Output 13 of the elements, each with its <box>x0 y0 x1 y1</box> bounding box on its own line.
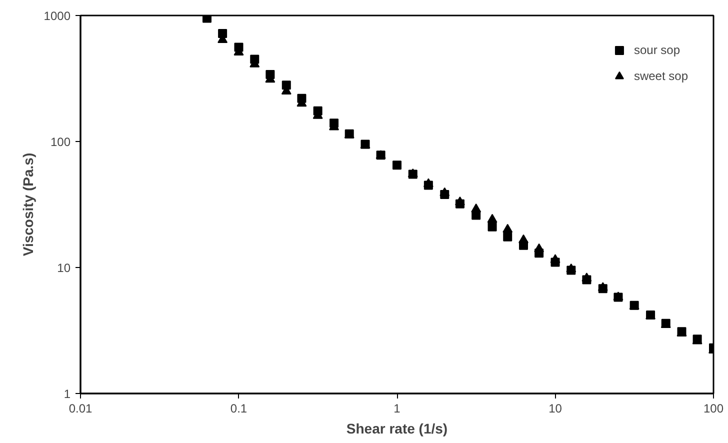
y-tick-label: 1 <box>64 387 71 401</box>
x-tick-label: 100 <box>703 402 724 416</box>
y-tick-label: 10 <box>57 261 71 275</box>
legend-label: sour sop <box>634 43 680 57</box>
x-axis-title: Shear rate (1/s) <box>346 420 448 436</box>
x-tick-label: 1 <box>394 402 401 416</box>
x-tick-label: 0.1 <box>230 402 248 416</box>
x-tick-label: 10 <box>548 402 562 416</box>
y-axis-title: Viscosity (Pa.s) <box>20 152 36 256</box>
y-tick-label: 100 <box>50 135 71 149</box>
x-tick-label: 0.01 <box>68 402 93 416</box>
y-tick-label: 1000 <box>44 9 71 23</box>
legend-label: sweet sop <box>634 69 688 83</box>
